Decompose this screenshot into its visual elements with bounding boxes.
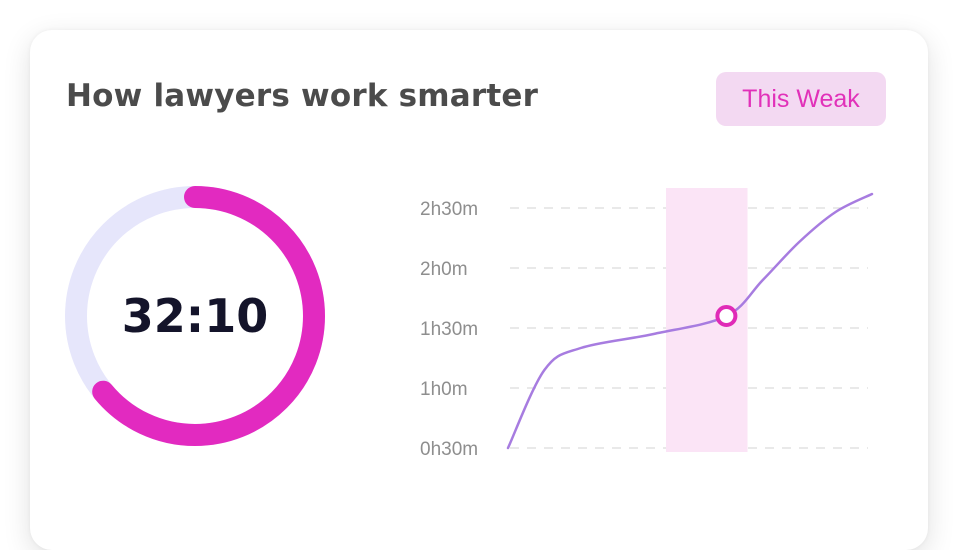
timer-progress-ring <box>65 186 325 446</box>
activity-card: How lawyers work smarter This Weak 32:10… <box>30 30 928 550</box>
y-axis-ticks: 0h30m 1h0m 1h30m 2h0m 2h30m <box>420 199 478 460</box>
this-week-button[interactable]: This Weak <box>716 72 886 126</box>
timer-ring-progress <box>65 186 325 446</box>
highlight-point[interactable] <box>715 305 738 327</box>
y-tick-label: 2h30m <box>420 199 478 220</box>
y-tick-label: 0h30m <box>420 439 478 460</box>
y-tick-label: 1h0m <box>420 379 468 400</box>
y-tick-label: 1h30m <box>420 319 478 340</box>
time-chart: 0h30m 1h0m 1h30m 2h0m 2h30m <box>420 188 874 460</box>
y-tick-label: 2h0m <box>420 259 468 280</box>
timer-value: 32:10 <box>121 289 269 343</box>
card-title: How lawyers work smarter <box>66 78 539 114</box>
